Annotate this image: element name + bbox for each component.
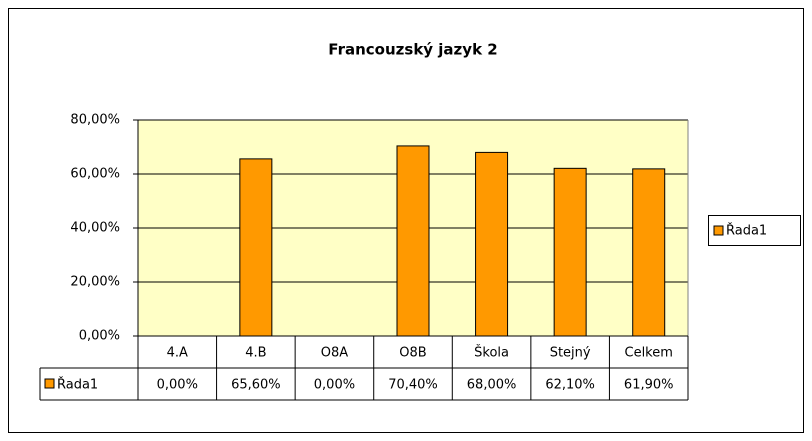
table-value: 70,40%: [388, 378, 438, 393]
y-tick-label: 80,00%: [70, 113, 120, 128]
legend-key: [44, 378, 55, 389]
table-value: 0,00%: [157, 378, 198, 393]
y-tick-label: 60,00%: [70, 167, 120, 182]
x-tick-label: Stejný: [550, 346, 591, 361]
x-tick-label: O8B: [399, 346, 426, 361]
table-value: 61,90%: [624, 378, 674, 393]
legend-box: [708, 215, 801, 246]
chart-title: Francouzský jazyk 2: [328, 41, 497, 59]
legend-label: Řada1: [726, 223, 767, 239]
x-tick-label: Celkem: [625, 346, 673, 361]
bar: [632, 168, 666, 337]
y-tick-label: 20,00%: [70, 275, 120, 290]
table-value: 68,00%: [467, 378, 517, 393]
legend-key: [713, 225, 724, 236]
y-tick-label: 0,00%: [79, 329, 120, 344]
table-value: 62,10%: [545, 378, 595, 393]
bar: [475, 151, 509, 337]
x-tick-label: O8A: [321, 346, 349, 361]
x-tick-label: 4.B: [245, 346, 266, 361]
x-tick-label: 4.A: [167, 346, 188, 361]
table-row-header: Řada1: [57, 377, 98, 393]
table-value: 0,00%: [314, 378, 355, 393]
bar: [553, 167, 587, 337]
y-tick-label: 40,00%: [70, 221, 120, 236]
bar: [239, 158, 273, 337]
table-value: 65,60%: [231, 378, 281, 393]
x-tick-label: Škola: [474, 345, 509, 361]
bar: [396, 145, 430, 337]
